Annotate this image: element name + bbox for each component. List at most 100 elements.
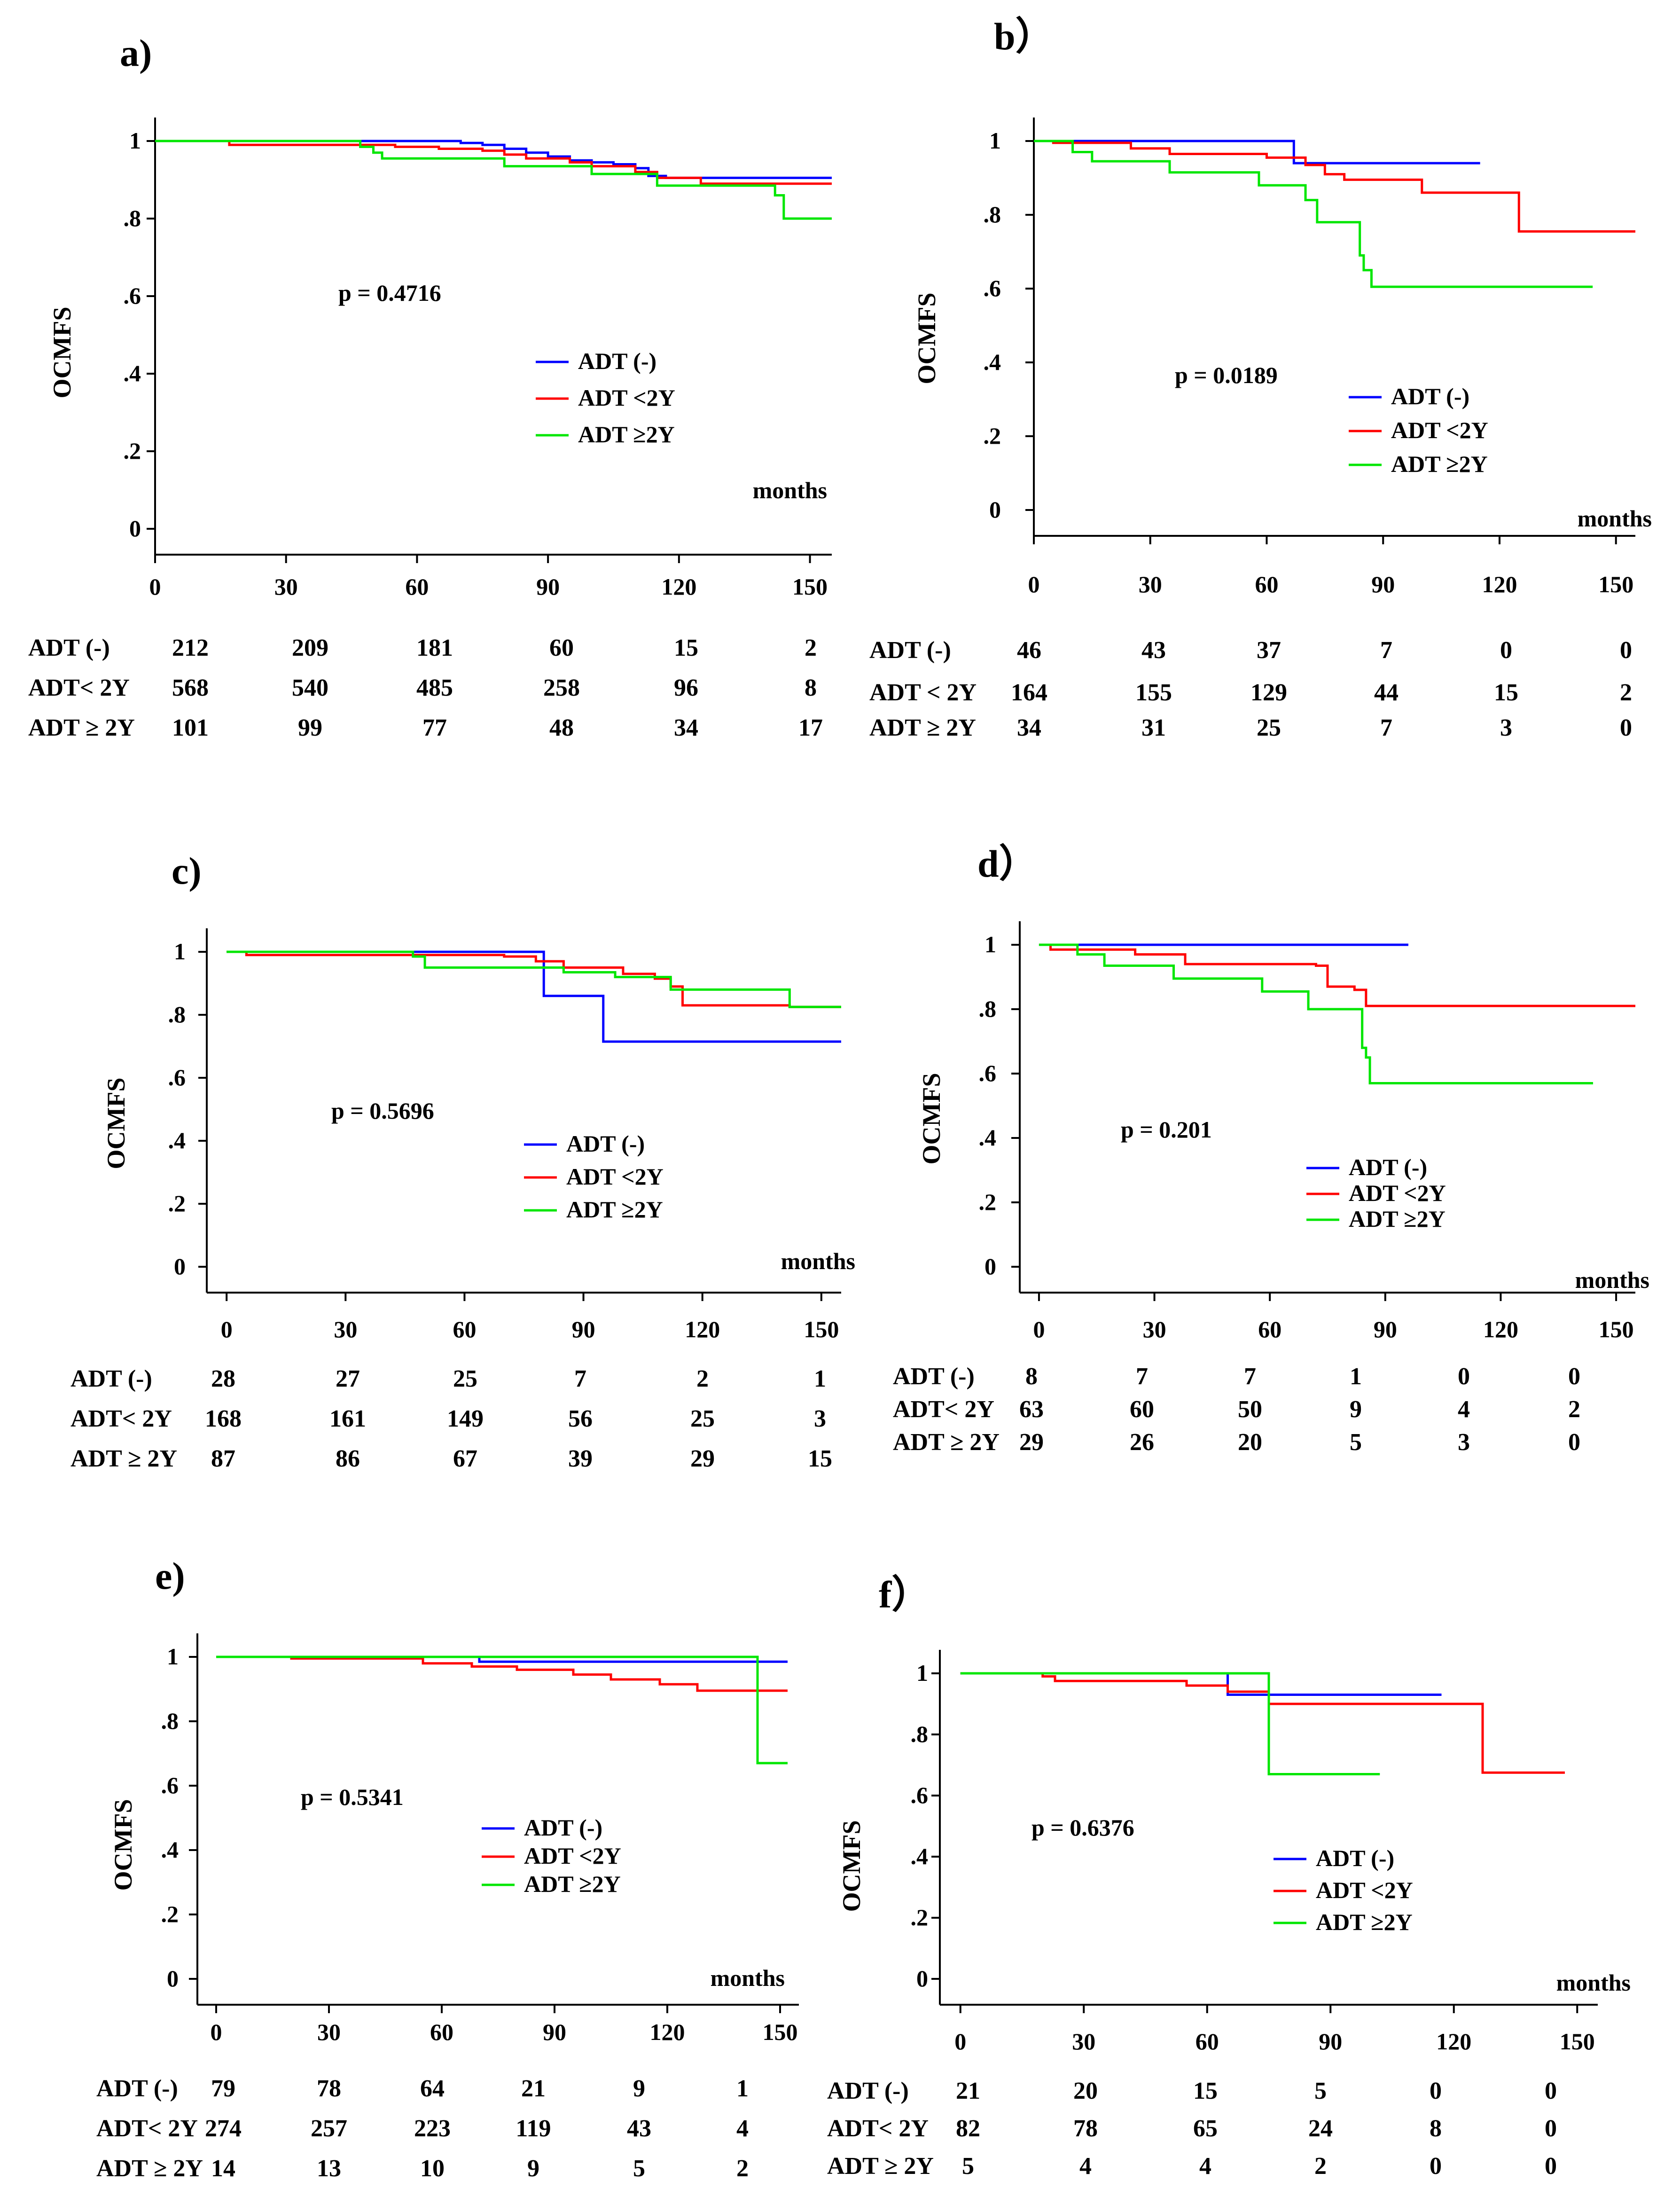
risk-cell: 10 [420, 2155, 445, 2182]
risk-cell: 2 [1314, 2153, 1327, 2180]
risk-cell: 8 [1025, 1363, 1038, 1390]
y-tick-label: .2 [911, 1904, 929, 1930]
panel-label: c) [172, 849, 202, 892]
risk-cell: 34 [1017, 714, 1041, 741]
risk-cell: 56 [568, 1405, 593, 1432]
risk-row-label: ADT ≥ 2Y [827, 2153, 934, 2180]
y-tick-label: .8 [984, 201, 1001, 227]
risk-cell: 129 [1250, 679, 1287, 706]
risk-row-label: ADT (-) [893, 1363, 975, 1390]
risk-row-label: ADT (-) [96, 2075, 178, 2102]
risk-cell: 4 [1458, 1396, 1470, 1423]
risk-cell: 0 [1620, 637, 1632, 664]
risk-cell: 39 [568, 1445, 593, 1472]
x-tick-label: 90 [536, 573, 560, 600]
legend-entry: ADT (-) [1349, 1154, 1427, 1180]
risk-cell: 26 [1130, 1429, 1154, 1456]
risk-cell: 50 [1238, 1396, 1262, 1423]
risk-cell: 29 [690, 1445, 715, 1472]
x-tick-label: 150 [1598, 571, 1633, 597]
series-line-adt- [227, 950, 841, 1043]
risk-cell: 67 [453, 1445, 477, 1472]
risk-cell: 540 [292, 675, 328, 701]
risk-cell: 5 [962, 2153, 974, 2180]
x-tick-label: 120 [650, 2019, 685, 2045]
panel-3: c) 0 .2 .4 .6 .8 1 0 30 60 90 120 150 OCMFS months p = … [70, 849, 855, 1472]
y-tick-label: .8 [124, 205, 141, 231]
x-tick-label: 0 [211, 2019, 222, 2045]
risk-cell: 44 [1374, 679, 1399, 706]
series-line-adt- [1034, 140, 1480, 165]
legend-entry: ADT (-) [524, 1814, 602, 1841]
risk-cell: 14 [211, 2155, 235, 2182]
series-line-adt-2y [227, 950, 841, 1008]
series-line-adt-2y [216, 1655, 788, 1765]
risk-cell: 119 [516, 2115, 551, 2142]
risk-cell: 7 [1244, 1363, 1256, 1390]
risk-cell: 63 [1019, 1396, 1044, 1423]
panel-label: d） [977, 842, 1038, 885]
x-tick-label: 90 [1374, 1316, 1397, 1342]
x-tick-label: 90 [1319, 2028, 1342, 2055]
x-tick-label: 150 [1560, 2028, 1595, 2055]
legend-entry: ADT ≥2Y [1316, 1909, 1413, 1935]
risk-row-label: ADT < 2Y [869, 679, 977, 706]
risk-cell: 149 [447, 1405, 484, 1432]
risk-cell: 25 [690, 1405, 715, 1432]
x-axis-label: months [711, 1965, 785, 1991]
x-tick-label: 150 [792, 573, 828, 600]
risk-row-label: ADT ≥ 2Y [893, 1429, 1000, 1456]
risk-cell: 0 [1430, 2078, 1442, 2104]
risk-cell: 78 [317, 2075, 341, 2102]
risk-row-label: ADT< 2Y [70, 1405, 172, 1432]
y-tick-label: .4 [161, 1836, 179, 1863]
risk-cell: 0 [1620, 714, 1632, 741]
risk-cell: 568 [172, 675, 209, 701]
y-tick-label: .4 [124, 360, 141, 386]
risk-cell: 25 [1257, 714, 1281, 741]
y-tick-label: .2 [979, 1189, 997, 1215]
risk-cell: 46 [1017, 637, 1041, 664]
risk-cell: 161 [329, 1405, 366, 1432]
risk-cell: 65 [1193, 2115, 1218, 2142]
risk-cell: 5 [633, 2155, 645, 2182]
y-axis-label: OCMFS [913, 293, 941, 384]
risk-cell: 0 [1430, 2153, 1442, 2180]
risk-cell: 7 [574, 1365, 586, 1392]
x-tick-label: 30 [274, 573, 298, 600]
y-tick-label: 1 [985, 931, 996, 957]
risk-cell: 0 [1545, 2153, 1557, 2180]
risk-cell: 15 [674, 635, 698, 661]
x-tick-label: 90 [543, 2019, 566, 2045]
y-tick-label: .6 [124, 282, 141, 309]
risk-row-label: ADT ≥ 2Y [869, 714, 976, 741]
y-tick-label: .6 [161, 1772, 179, 1798]
panel-label: f） [879, 1573, 930, 1616]
risk-row-label: ADT (-) [827, 2078, 909, 2104]
risk-cell: 20 [1238, 1429, 1262, 1456]
risk-cell: 21 [521, 2075, 546, 2102]
legend-entry: ADT <2Y [1316, 1877, 1413, 1903]
risk-row-label: ADT ≥ 2Y [28, 714, 135, 741]
y-tick-label: 0 [167, 1965, 179, 1992]
risk-cell: 15 [808, 1445, 832, 1472]
risk-cell: 64 [420, 2075, 445, 2102]
risk-row-label: ADT (-) [28, 635, 110, 661]
legend-entry: ADT <2Y [578, 384, 675, 411]
risk-cell: 3 [1458, 1429, 1470, 1456]
risk-cell: 4 [736, 2115, 749, 2142]
risk-cell: 0 [1500, 637, 1512, 664]
risk-cell: 17 [798, 714, 823, 741]
x-tick-label: 150 [1599, 1316, 1634, 1342]
legend-entry: ADT <2Y [566, 1163, 664, 1190]
series-line-adt-2y [155, 140, 832, 185]
risk-cell: 1 [1350, 1363, 1362, 1390]
x-tick-label: 120 [661, 573, 696, 600]
risk-cell: 9 [1350, 1396, 1362, 1423]
risk-cell: 77 [422, 714, 447, 741]
p-value: p = 0.5341 [301, 1784, 404, 1810]
x-tick-label: 30 [334, 1316, 357, 1342]
legend-entry: ADT ≥2Y [566, 1196, 663, 1223]
